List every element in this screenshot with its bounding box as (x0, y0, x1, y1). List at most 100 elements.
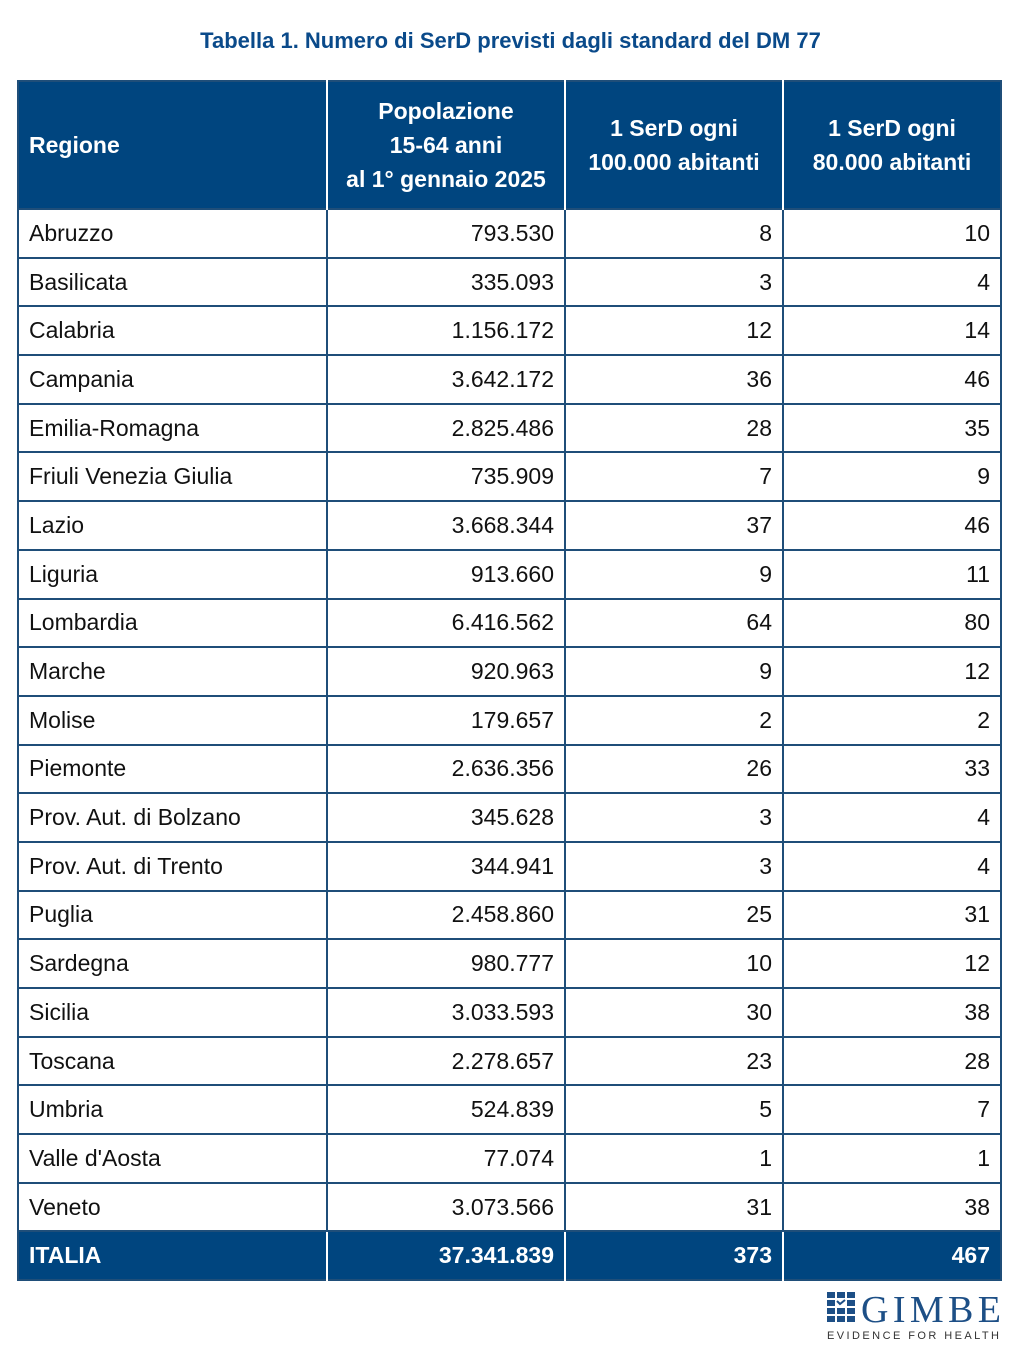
cell-popolazione: 2.458.860 (326, 889, 566, 941)
table-row: Puglia 2.458.860 25 31 (17, 889, 1002, 941)
header-line: Popolazione (378, 98, 514, 124)
cell-serd-80k: 9 (782, 451, 1002, 503)
cell-serd-80k: 46 (782, 354, 1002, 405)
cell-serd-100k: 3 (564, 792, 784, 843)
total-cell-serd-100k: 373 (564, 1231, 784, 1281)
header-row: Regione Popolazione 15-64 anni al 1° gen… (18, 81, 1001, 209)
table-row: Sicilia 3.033.593 30 38 (17, 987, 1002, 1038)
cell-serd-80k: 38 (782, 1181, 1002, 1233)
table-row: Sardegna 980.777 10 12 (17, 938, 1002, 989)
cell-serd-100k: 36 (564, 354, 784, 405)
cell-popolazione: 2.825.486 (326, 402, 566, 454)
header-line: 80.000 abitanti (812, 149, 972, 175)
header-line: al 1° gennaio 2025 (346, 166, 546, 192)
cell-serd-80k: 4 (782, 840, 1002, 892)
cell-serd-100k: 37 (564, 500, 784, 551)
cell-serd-100k: 64 (564, 597, 784, 649)
cell-regione: Umbria (17, 1084, 328, 1136)
cell-regione: Campania (17, 354, 328, 405)
cell-serd-100k: 9 (564, 646, 784, 697)
cell-regione: Toscana (17, 1035, 328, 1087)
cell-serd-80k: 38 (782, 987, 1002, 1038)
cell-popolazione: 3.073.566 (326, 1181, 566, 1233)
table-row: Piemonte 2.636.356 26 33 (17, 743, 1002, 795)
cell-serd-80k: 46 (782, 500, 1002, 551)
table-row: Prov. Aut. di Trento 344.941 3 4 (17, 840, 1002, 892)
svg-text:EVIDENCE FOR HEALTH: EVIDENCE FOR HEALTH (827, 1330, 1001, 1342)
table-title: Tabella 1. Numero di SerD previsti dagli… (200, 28, 821, 53)
cell-serd-100k: 3 (564, 840, 784, 892)
cell-serd-100k: 12 (564, 305, 784, 357)
cell-popolazione: 179.657 (326, 694, 566, 746)
cell-popolazione: 6.416.562 (326, 597, 566, 649)
cell-popolazione: 3.033.593 (326, 987, 566, 1038)
total-cell-regione: ITALIA (18, 1231, 328, 1281)
header-line: 15-64 anni (389, 132, 503, 158)
cell-serd-80k: 2 (782, 694, 1002, 746)
cell-regione: Lazio (17, 500, 328, 551)
table-row: Molise 179.657 2 2 (17, 694, 1002, 746)
table-row: Liguria 913.660 9 11 (17, 548, 1002, 600)
cell-serd-100k: 31 (564, 1181, 784, 1233)
cell-popolazione: 3.668.344 (326, 500, 566, 551)
svg-text:GIMBE: GIMBE (861, 1290, 1001, 1331)
cell-serd-100k: 7 (564, 451, 784, 503)
table-row: Marche 920.963 9 12 (17, 646, 1002, 697)
cell-popolazione: 1.156.172 (326, 305, 566, 357)
header-regione: Regione (18, 81, 328, 209)
cell-popolazione: 3.642.172 (326, 354, 566, 405)
cell-serd-80k: 28 (782, 1035, 1002, 1087)
serd-table: Regione Popolazione 15-64 anni al 1° gen… (17, 80, 1002, 1282)
cell-serd-80k: 10 (782, 208, 1002, 259)
header-popolazione: Popolazione 15-64 anni al 1° gennaio 202… (326, 81, 566, 209)
cell-serd-100k: 28 (564, 402, 784, 454)
cell-serd-100k: 3 (564, 256, 784, 308)
cell-serd-100k: 8 (564, 208, 784, 259)
table-row: Umbria 524.839 5 7 (17, 1084, 1002, 1136)
cell-serd-80k: 14 (782, 305, 1002, 357)
cell-serd-100k: 23 (564, 1035, 784, 1087)
cell-serd-80k: 11 (782, 548, 1002, 600)
cell-serd-100k: 9 (564, 548, 784, 600)
total-cell-popolazione: 37.341.839 (326, 1231, 566, 1281)
cell-regione: Liguria (17, 548, 328, 600)
cell-popolazione: 344.941 (326, 840, 566, 892)
cell-regione: Calabria (17, 305, 328, 357)
header-line: 100.000 abitanti (588, 149, 760, 175)
cell-popolazione: 524.839 (326, 1084, 566, 1136)
cell-serd-80k: 33 (782, 743, 1002, 795)
table-row: Emilia-Romagna 2.825.486 28 35 (17, 402, 1002, 454)
cell-regione: Sicilia (17, 987, 328, 1038)
cell-regione: Veneto (17, 1181, 328, 1233)
cell-regione: Prov. Aut. di Bolzano (17, 792, 328, 843)
table-row: Lazio 3.668.344 37 46 (17, 500, 1002, 551)
cell-serd-80k: 12 (782, 938, 1002, 989)
cell-regione: Valle d'Aosta (17, 1133, 328, 1184)
table-row: Calabria 1.156.172 12 14 (17, 305, 1002, 357)
cell-regione: Marche (17, 646, 328, 697)
cell-regione: Basilicata (17, 256, 328, 308)
cell-serd-100k: 26 (564, 743, 784, 795)
cell-serd-80k: 31 (782, 889, 1002, 941)
cell-regione: Puglia (17, 889, 328, 941)
total-cell-serd-80k: 467 (782, 1231, 1001, 1281)
cell-regione: Sardegna (17, 938, 328, 989)
header-line: 1 SerD ogni (610, 115, 738, 141)
gimbe-logo: GIMBE EVIDENCE FOR HEALTH (827, 1290, 1001, 1342)
table-row: Lombardia 6.416.562 64 80 (17, 597, 1002, 649)
table-row: Valle d'Aosta 77.074 1 1 (17, 1133, 1002, 1184)
cell-regione: Friuli Venezia Giulia (17, 451, 328, 503)
cell-popolazione: 335.093 (326, 256, 566, 308)
cell-regione: Emilia-Romagna (17, 402, 328, 454)
cell-serd-100k: 2 (564, 694, 784, 746)
cell-serd-100k: 30 (564, 987, 784, 1038)
cell-serd-100k: 1 (564, 1133, 784, 1184)
cell-serd-100k: 25 (564, 889, 784, 941)
cell-popolazione: 2.636.356 (326, 743, 566, 795)
cell-popolazione: 735.909 (326, 451, 566, 503)
cell-serd-80k: 80 (782, 597, 1002, 649)
cell-serd-80k: 4 (782, 792, 1002, 843)
table-row: Toscana 2.278.657 23 28 (17, 1035, 1002, 1087)
cell-serd-80k: 1 (782, 1133, 1002, 1184)
table-row: Prov. Aut. di Bolzano 345.628 3 4 (17, 792, 1002, 843)
